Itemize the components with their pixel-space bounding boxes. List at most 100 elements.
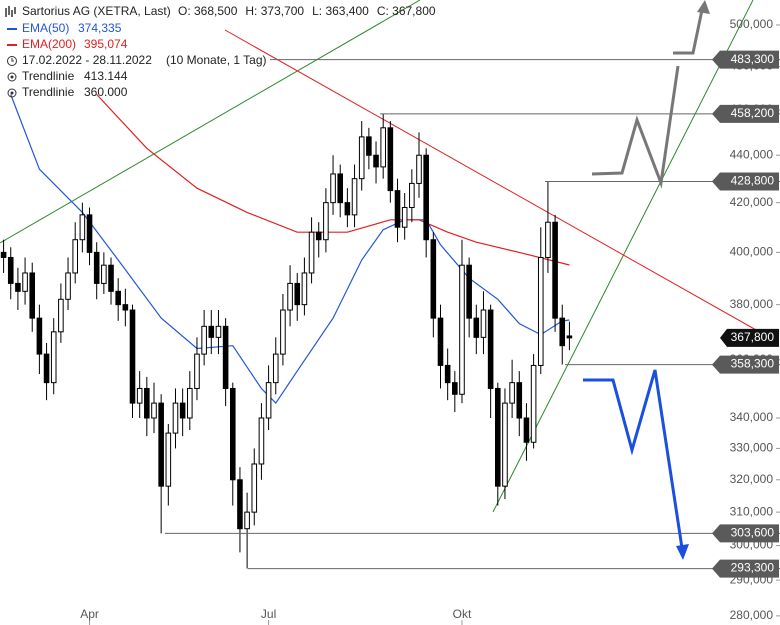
level-label: 483,300: [731, 52, 775, 66]
candle-body: [480, 309, 487, 338]
trendline-value: 360.000: [84, 85, 128, 99]
candle-body: [358, 136, 365, 180]
candle-body: [43, 353, 50, 384]
candle-body: [172, 402, 179, 434]
scenario-down: [583, 369, 684, 549]
candle-body: [29, 272, 36, 319]
candle-body: [301, 272, 308, 306]
candle-body: [165, 432, 172, 487]
candle-body: [523, 417, 530, 443]
candle-body: [122, 304, 129, 311]
candle-body: [0, 251, 7, 258]
candle-body: [187, 387, 193, 419]
candle-body: [79, 214, 86, 241]
candle-body: [136, 387, 143, 404]
candle-body: [430, 239, 437, 319]
ohlc-high: H: 373,700: [245, 4, 304, 18]
candle-body: [72, 239, 78, 274]
header-legend: Sartorius AG (XETRA, Last) O: 368,500 H:…: [5, 4, 436, 99]
candle-body: [265, 382, 272, 419]
candle-body: [373, 154, 379, 168]
candle-body: [337, 173, 344, 204]
trendline-value: 413.144: [84, 69, 128, 83]
candle-body: [222, 325, 229, 389]
candle-body: [129, 309, 136, 404]
candle-body: [487, 309, 494, 389]
trendline-green-upper: [0, 0, 421, 244]
candle-body: [251, 463, 258, 513]
candle-body: [416, 154, 422, 184]
target-icon: [7, 88, 17, 98]
trendline-name: Trendlinie: [22, 85, 75, 99]
candle-body: [215, 325, 222, 338]
candle-body: [380, 127, 386, 168]
candle-body: [552, 221, 558, 319]
ohlc-close: C: 367,800: [377, 4, 436, 18]
candle-body: [194, 353, 200, 389]
candle-body: [559, 317, 566, 347]
candle-body: [201, 325, 207, 355]
target-icon: [7, 72, 17, 82]
candle-body: [50, 331, 57, 384]
candle-body: [151, 402, 157, 419]
candle-body: [545, 221, 551, 258]
y-tick-label: 330,000: [730, 441, 774, 455]
x-tick-label: Apr: [80, 607, 99, 621]
arrow-head: [697, 0, 710, 14]
ema-line: [10, 94, 570, 405]
x-tick-label: Okt: [453, 607, 472, 621]
candle-body: [566, 335, 573, 339]
legend-value: 374,335: [78, 21, 122, 35]
candle-body: [36, 317, 43, 355]
candle-body: [58, 298, 64, 333]
candle-body: [144, 387, 150, 419]
period: 17.02.2022 - 28.11.2022: [22, 53, 152, 67]
y-tick-label: 310,000: [730, 504, 774, 518]
candle-body: [409, 182, 415, 209]
candle-body: [344, 202, 351, 216]
candle-body: [387, 127, 394, 192]
y-tick-label: 380,000: [730, 297, 774, 311]
legend-label: EMA(50): [22, 21, 69, 35]
candle-body: [509, 382, 515, 404]
y-tick-label: 420,000: [730, 195, 774, 209]
level-label: 458,200: [731, 106, 775, 120]
candle-body: [208, 325, 215, 338]
y-tick-label: 340,000: [730, 410, 774, 424]
level-tag: [712, 50, 779, 69]
candle-body: [437, 317, 444, 366]
scenario-up-end: [673, 9, 704, 55]
period-note: (10 Monate, 1 Tag): [166, 53, 267, 67]
candle-body: [308, 231, 315, 274]
trendline-red: [224, 29, 766, 336]
candle-body: [323, 202, 329, 241]
level-tag: [712, 104, 779, 123]
candle-body: [466, 264, 472, 319]
candle-body: [473, 317, 480, 338]
candle-body: [366, 136, 372, 156]
candle-body: [459, 264, 465, 395]
candle-body: [158, 402, 164, 487]
ema-line: [96, 94, 570, 266]
level-label: 358,300: [731, 357, 775, 371]
candle-body: [15, 282, 21, 292]
candle-body: [108, 264, 114, 292]
level-label: 428,800: [731, 174, 775, 188]
candle-body: [244, 511, 250, 530]
chart-icon: [5, 6, 16, 17]
title: Sartorius AG (XETRA, Last): [22, 4, 171, 18]
candle-body: [272, 353, 279, 384]
clock-hand: [11, 58, 14, 62]
candle-body: [502, 402, 508, 487]
candle-body: [315, 231, 322, 241]
y-tick-label: 440,000: [730, 147, 774, 161]
last-price-tag: [720, 328, 779, 347]
candle-body: [495, 387, 501, 487]
candle-body: [7, 256, 14, 284]
candle-body: [452, 382, 458, 395]
candle-body: [330, 173, 336, 204]
candle-body: [93, 251, 100, 284]
candle-body: [394, 190, 401, 228]
level-tag: [712, 355, 779, 374]
